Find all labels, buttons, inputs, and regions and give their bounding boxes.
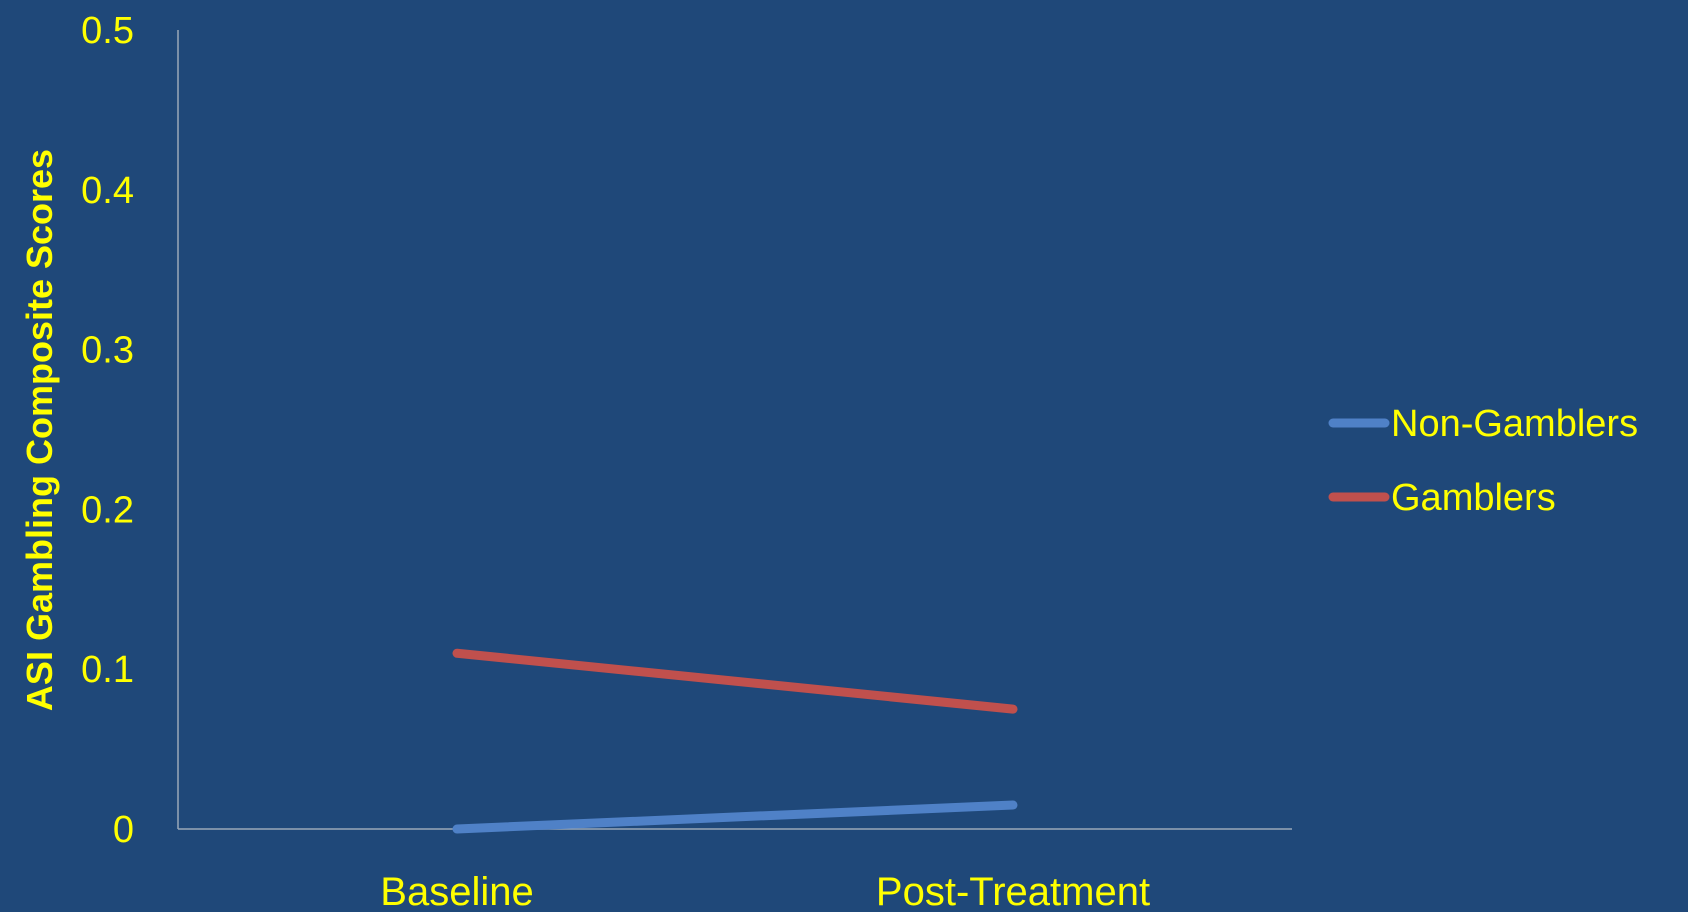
y-tick-label: 0.4 [81,170,134,212]
x-category-label: Post-Treatment [876,870,1150,912]
y-tick-label: 0 [113,809,134,851]
y-tick-label: 0.5 [81,10,134,52]
series-lines [452,648,1018,834]
legend-label: Gamblers [1391,477,1556,519]
y-tick-label: 0.3 [81,330,134,372]
x-category-label: Baseline [380,870,533,912]
series-line-gamblers [452,648,1018,714]
y-axis-ticks: 0 0.1 0.2 0.3 0.4 0.5 [81,10,134,851]
y-tick-label: 0.2 [81,489,134,531]
series-line-non-gamblers [452,800,1018,834]
y-axis-title: ASI Gambling Composite Scores [19,149,60,711]
legend-label: Non-Gamblers [1391,403,1638,445]
x-axis-categories: Baseline Post-Treatment [380,870,1150,912]
y-tick-label: 0.1 [81,649,134,691]
legend: Non-Gamblers Gamblers [1328,403,1638,519]
